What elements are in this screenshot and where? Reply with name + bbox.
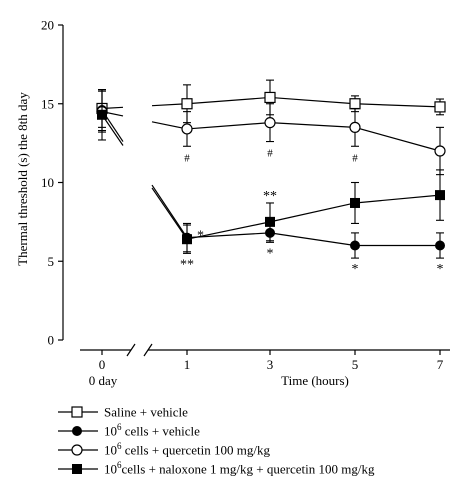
data-point [350, 197, 360, 208]
y-tick-label: 15 [41, 96, 54, 111]
series-filled-square [97, 89, 445, 254]
significance-marker: # [267, 148, 273, 160]
data-point [181, 98, 193, 110]
data-point [349, 98, 361, 110]
series-line [354, 194, 441, 204]
series-line [269, 202, 356, 223]
x-axis-label: Time (hours) [281, 373, 349, 388]
data-point [265, 216, 275, 227]
x-tick-label: 0 [99, 357, 106, 372]
series-line [269, 122, 356, 128]
significance-marker: * [267, 246, 274, 261]
legend-open-square-icon [58, 405, 98, 418]
data-point [435, 190, 445, 201]
x-axis-break [126, 343, 136, 357]
legend-item: 106 cells + quercetin 100 mg/kg [56, 440, 466, 459]
series-line [151, 121, 188, 130]
significance-marker: * [352, 262, 359, 277]
series-line [186, 122, 271, 130]
data-point [97, 109, 107, 120]
series-line [186, 96, 271, 105]
legend-filled-circle-icon [58, 425, 98, 436]
significance-marker: ** [180, 257, 194, 272]
legend-label: 106 cells + vehicle [104, 421, 200, 439]
y-tick-label: 0 [48, 333, 55, 348]
legend-label: Saline + vehicle [104, 404, 188, 420]
x-tick-label: 7 [437, 357, 444, 372]
legend-item: Saline + vehicle [56, 402, 466, 421]
y-tick-label: 5 [48, 254, 55, 269]
data-point [434, 145, 446, 157]
significance-marker: # [352, 152, 358, 164]
x-tick-label: 3 [267, 357, 274, 372]
chart-axes: 0 5 10 15 20 0 1 3 5 7 [41, 18, 450, 372]
data-point [181, 123, 193, 135]
data-point [435, 240, 445, 251]
data-point [264, 91, 276, 104]
series-line [269, 96, 356, 105]
x-tick-label: 1 [184, 357, 191, 372]
legend-label: 106 cells + quercetin 100 mg/kg [104, 440, 270, 458]
significance-marker: * [437, 262, 444, 277]
y-axis-label: Thermal threshold (s) the 8th day [15, 92, 30, 266]
data-point [264, 117, 276, 129]
series-line [151, 103, 188, 107]
legend-filled-square-icon [58, 463, 98, 474]
chart-series [96, 79, 446, 259]
legend-label: 106cells + naloxone 1 mg/kg + quercetin … [104, 459, 375, 477]
y-tick-label: 10 [41, 175, 54, 190]
chart-annotations: ******* *# # # [180, 148, 444, 278]
significance-marker: # [184, 152, 190, 164]
data-point [434, 101, 446, 113]
significance-marker: * [197, 229, 204, 244]
series-line [354, 103, 441, 108]
significance-marker: ** [263, 189, 277, 204]
series-line [151, 184, 188, 238]
y-tick-label: 20 [41, 18, 54, 33]
legend-item: 106cells + naloxone 1 mg/kg + quercetin … [56, 459, 466, 478]
data-point [350, 240, 360, 251]
series-line [269, 232, 356, 247]
series-open-circle [96, 90, 446, 176]
legend-open-circle-icon [58, 443, 98, 456]
series-line [354, 126, 441, 152]
x-baseline-label: 0 day [89, 373, 118, 388]
series-line [186, 221, 271, 240]
series-line [151, 187, 188, 240]
x-tick-label: 5 [352, 357, 359, 372]
x-axis-break [143, 343, 153, 357]
legend: Saline + vehicle 106 cells + vehicle 106… [56, 402, 466, 478]
legend-item: 106 cells + vehicle [56, 421, 466, 440]
data-point [182, 234, 192, 245]
series-line [101, 114, 124, 146]
data-point [349, 121, 361, 133]
